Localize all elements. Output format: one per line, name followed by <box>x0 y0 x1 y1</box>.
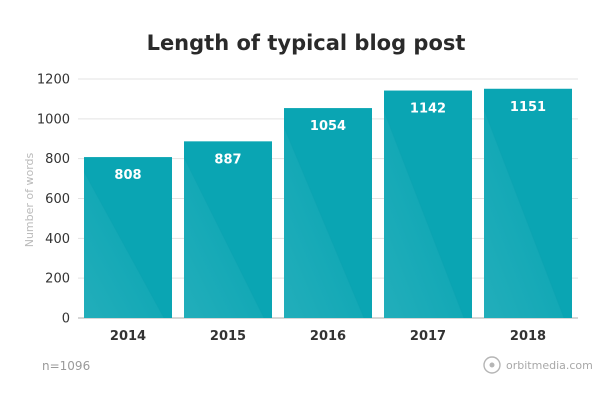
x-axis-ticks: 2014 2015 2016 2017 2018 <box>110 329 546 344</box>
y-tick-label: 600 <box>45 192 70 207</box>
y-axis-ticks: 0 200 400 600 800 1000 1200 <box>37 73 70 327</box>
orbit-logo-icon <box>483 356 501 374</box>
data-labels: 808 887 1054 1142 1151 <box>114 100 546 183</box>
x-tick-label: 2014 <box>110 329 146 344</box>
data-label: 808 <box>114 168 141 183</box>
bars <box>84 88 572 319</box>
brand-logo: orbitmedia.com <box>483 356 593 374</box>
bar-2017 <box>384 90 472 318</box>
bar-2018 <box>484 88 572 319</box>
bar-sheen <box>284 108 372 318</box>
data-label: 887 <box>214 152 241 167</box>
chart-title: Length of typical blog post <box>147 31 466 55</box>
x-tick-label: 2016 <box>310 329 346 344</box>
bar-2015 <box>184 141 272 318</box>
brand-name: orbitmedia.com <box>506 359 593 372</box>
bar-2014 <box>84 157 172 318</box>
bar-sheen <box>484 88 572 319</box>
x-tick-label: 2018 <box>510 329 546 344</box>
x-tick-label: 2015 <box>210 329 246 344</box>
y-tick-label: 400 <box>45 232 70 247</box>
y-tick-label: 200 <box>45 272 70 287</box>
y-axis-label: Number of words <box>23 152 36 247</box>
sample-size-note: n=1096 <box>42 359 90 373</box>
y-tick-label: 1200 <box>37 73 70 88</box>
bar-sheen <box>84 157 172 318</box>
y-tick-label: 0 <box>62 312 70 327</box>
data-label: 1151 <box>510 100 546 115</box>
data-label: 1142 <box>410 102 446 117</box>
y-tick-label: 1000 <box>37 112 70 127</box>
bar-sheen <box>384 90 472 318</box>
y-tick-label: 800 <box>45 152 70 167</box>
x-tick-label: 2017 <box>410 329 446 344</box>
bar-sheen <box>184 141 272 318</box>
data-label: 1054 <box>310 119 346 134</box>
bar-2016 <box>284 108 372 318</box>
